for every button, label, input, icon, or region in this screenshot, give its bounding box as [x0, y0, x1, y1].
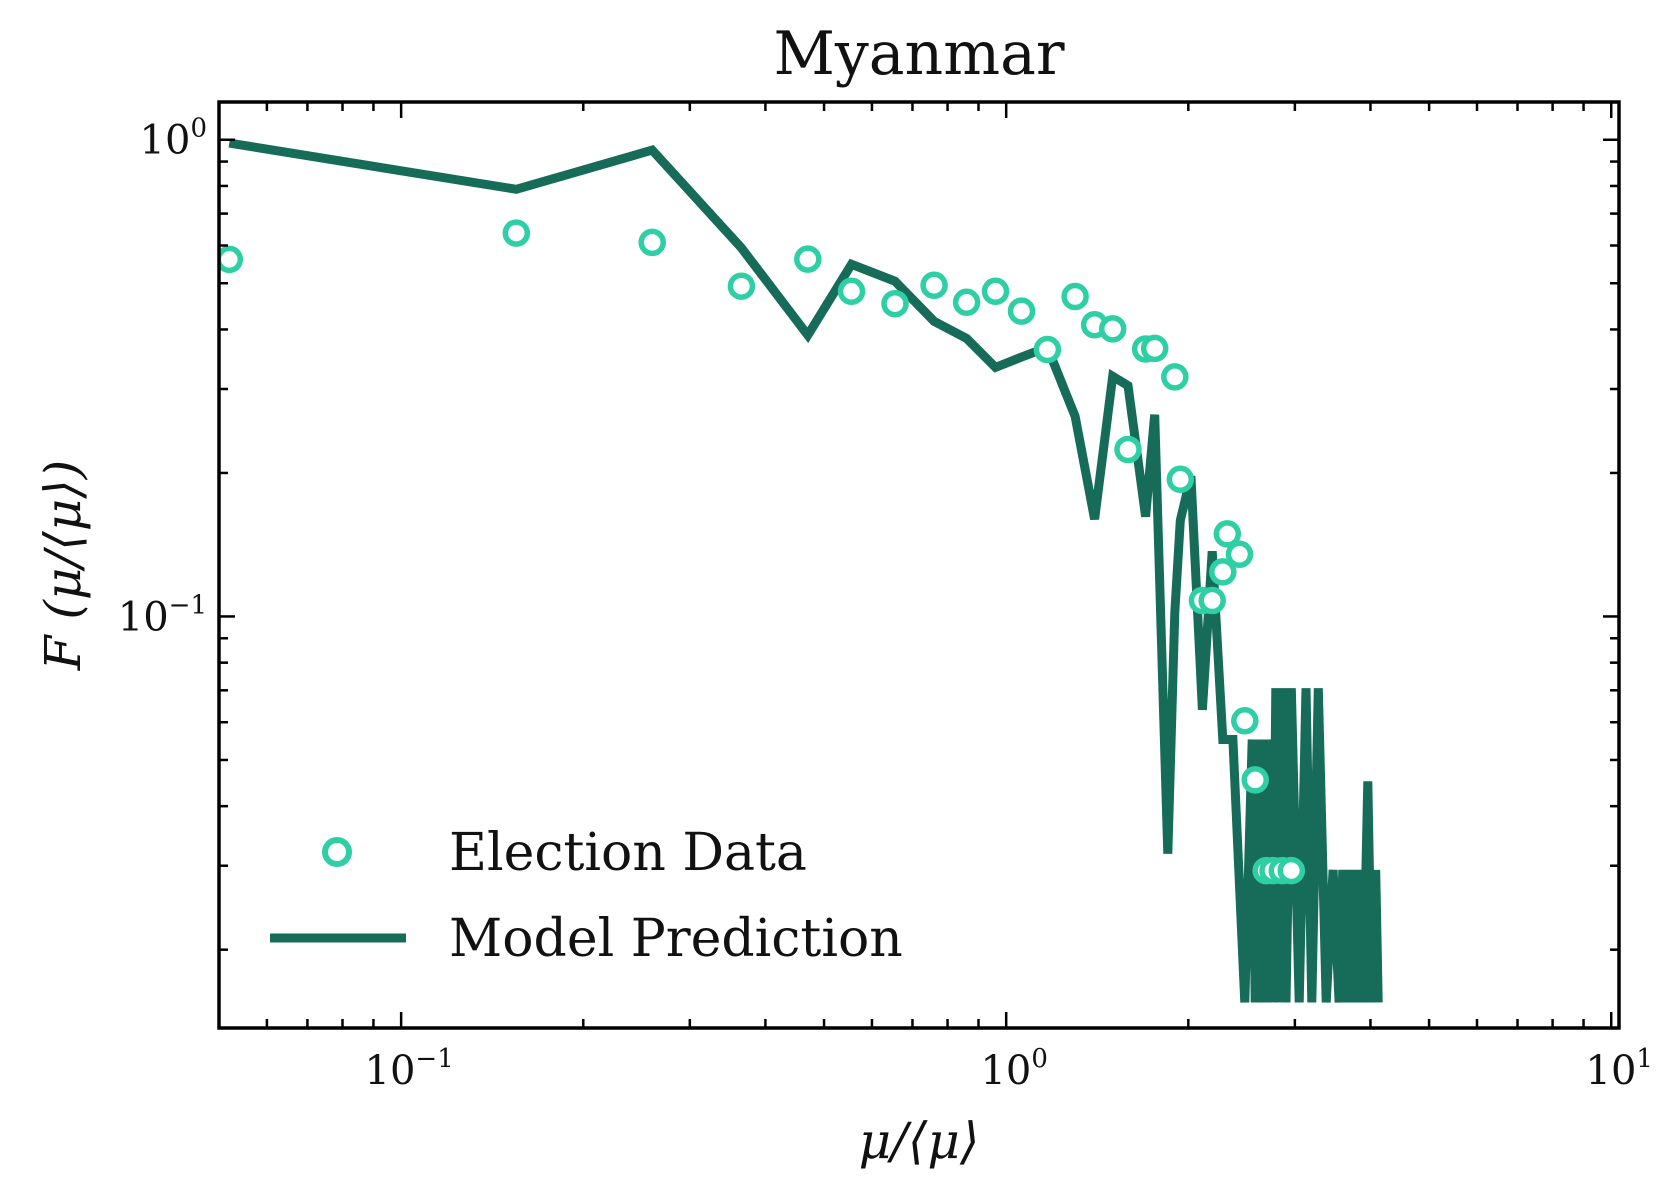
election-data-point [1166, 465, 1195, 494]
model-prediction-line [228, 138, 1383, 1003]
election-data-point [1277, 856, 1306, 885]
x-tick-label: 100 [980, 1044, 1047, 1094]
legend-election-data-marker [322, 837, 352, 867]
x-axis-ticks: 10−1 100 101 [217, 102, 1653, 1094]
election-data-point [1198, 586, 1226, 615]
legend-model-prediction-label: Model Prediction [449, 909, 903, 969]
election-data-point [1231, 707, 1259, 735]
plot-area [219, 138, 1383, 1003]
y-tick-label: 100 [140, 114, 207, 164]
election-data-point [219, 245, 244, 274]
x-tick-label: 101 [1586, 1044, 1653, 1094]
legend-election-data-label: Election Data [449, 823, 807, 883]
election-data-point [727, 272, 756, 300]
election-data-point [952, 288, 981, 317]
election-data-points [219, 219, 1306, 885]
x-tick-label: 10−1 [365, 1044, 454, 1094]
election-data-point [794, 245, 822, 273]
election-data-point [1007, 297, 1036, 325]
election-data-point [1033, 335, 1062, 364]
election-data-point [1114, 435, 1142, 464]
election-data-point [1061, 282, 1089, 311]
plot-frame [217, 100, 1621, 1030]
election-data-point [1161, 363, 1189, 391]
legend: Election Data Model Prediction [270, 823, 903, 969]
election-data-point [1241, 766, 1269, 794]
y-axis-ticks: 100 10−1 [118, 114, 1619, 951]
election-data-point [881, 289, 909, 318]
election-data-point [1209, 558, 1237, 586]
x-axis-label: μ/⟨μ⟩ [859, 1112, 980, 1170]
chart-title: Myanmar [773, 19, 1064, 89]
y-tick-label: 10−1 [118, 590, 207, 640]
election-data-point [920, 271, 948, 300]
election-data-point [1213, 520, 1242, 548]
y-axis-label: F (μ/⟨μ⟩) [34, 460, 92, 671]
election-data-point [1225, 540, 1254, 569]
election-data-point [638, 228, 666, 257]
election-data-point [837, 277, 866, 306]
election-data-point [981, 277, 1010, 306]
election-data-point [502, 219, 531, 247]
election-data-point [1098, 315, 1127, 343]
election-data-point [1140, 334, 1169, 363]
